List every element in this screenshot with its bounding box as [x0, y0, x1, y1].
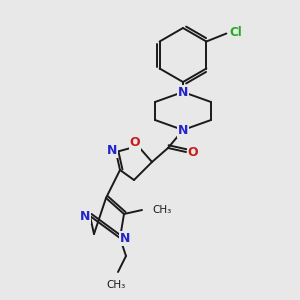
Text: N: N [178, 85, 188, 98]
Text: N: N [80, 209, 90, 223]
Text: O: O [130, 136, 140, 149]
Text: CH₃: CH₃ [106, 280, 126, 290]
Text: Cl: Cl [229, 26, 242, 39]
Text: CH₃: CH₃ [152, 205, 171, 215]
Text: N: N [178, 124, 188, 136]
Text: N: N [120, 232, 130, 244]
Text: N: N [107, 143, 117, 157]
Text: O: O [188, 146, 198, 158]
